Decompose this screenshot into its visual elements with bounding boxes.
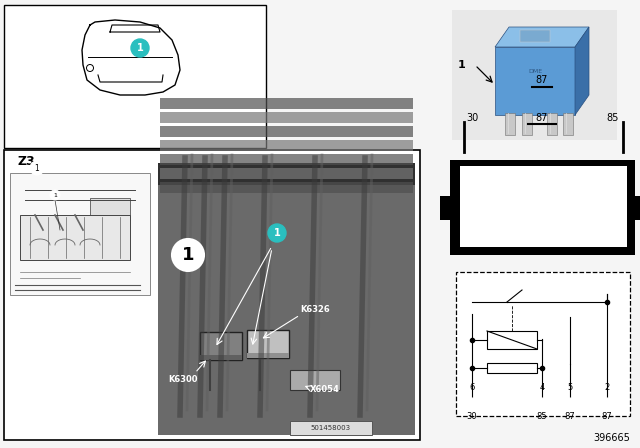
Text: K6300: K6300 — [168, 375, 198, 384]
Bar — [522, 113, 532, 135]
Polygon shape — [495, 27, 589, 47]
Circle shape — [468, 398, 476, 406]
Text: 1: 1 — [136, 43, 143, 53]
Bar — [247, 330, 289, 358]
Bar — [160, 182, 413, 193]
Text: K6326: K6326 — [300, 306, 330, 314]
Bar — [505, 113, 515, 135]
Bar — [160, 154, 413, 165]
Circle shape — [172, 239, 204, 271]
Text: Z3: Z3 — [17, 155, 35, 168]
Bar — [487, 331, 537, 349]
Bar — [456, 272, 630, 416]
Text: 501458003: 501458003 — [311, 425, 351, 431]
Circle shape — [131, 39, 149, 57]
Bar — [160, 140, 413, 151]
Text: 87: 87 — [536, 75, 548, 85]
Bar — [452, 10, 617, 140]
Text: 30: 30 — [467, 412, 477, 421]
Bar — [450, 160, 635, 255]
Bar — [487, 363, 537, 373]
Text: 6: 6 — [469, 383, 475, 392]
Text: 87: 87 — [536, 113, 548, 123]
Text: 87: 87 — [564, 412, 575, 421]
Bar — [160, 168, 413, 179]
Circle shape — [538, 398, 546, 406]
Text: 1: 1 — [35, 164, 40, 172]
Text: 4: 4 — [540, 383, 545, 392]
Bar — [200, 332, 242, 360]
Text: 1: 1 — [53, 193, 57, 198]
Bar — [290, 370, 340, 390]
Bar — [10, 173, 150, 295]
Text: 87: 87 — [602, 412, 612, 421]
Text: 85: 85 — [607, 113, 619, 123]
Bar — [563, 113, 573, 135]
Bar — [460, 166, 627, 247]
Text: 85: 85 — [537, 412, 547, 421]
Text: 30: 30 — [466, 113, 478, 123]
Circle shape — [268, 224, 286, 242]
Text: 1: 1 — [458, 60, 466, 70]
Bar — [160, 98, 413, 109]
Bar — [160, 126, 413, 137]
Bar — [4, 150, 420, 440]
Circle shape — [30, 161, 44, 175]
Bar — [158, 163, 415, 185]
Bar — [20, 215, 130, 260]
Polygon shape — [575, 27, 589, 115]
Text: 1: 1 — [182, 246, 195, 264]
Text: 396665: 396665 — [593, 433, 630, 443]
Bar — [90, 198, 130, 220]
Text: DME: DME — [528, 69, 542, 73]
Bar — [158, 163, 415, 435]
Bar — [440, 196, 452, 220]
Bar — [633, 196, 640, 220]
Circle shape — [603, 398, 611, 406]
Text: 1: 1 — [274, 228, 280, 238]
Bar — [160, 112, 413, 123]
Bar — [495, 47, 575, 115]
Bar — [200, 355, 242, 360]
Text: 5: 5 — [568, 383, 573, 392]
Text: X6054: X6054 — [310, 385, 340, 395]
Bar — [247, 353, 289, 358]
Bar — [4, 5, 266, 148]
Text: 2: 2 — [604, 383, 610, 392]
Bar — [520, 30, 550, 42]
Bar — [290, 421, 372, 435]
Bar — [547, 113, 557, 135]
Circle shape — [50, 190, 60, 200]
Circle shape — [566, 398, 574, 406]
